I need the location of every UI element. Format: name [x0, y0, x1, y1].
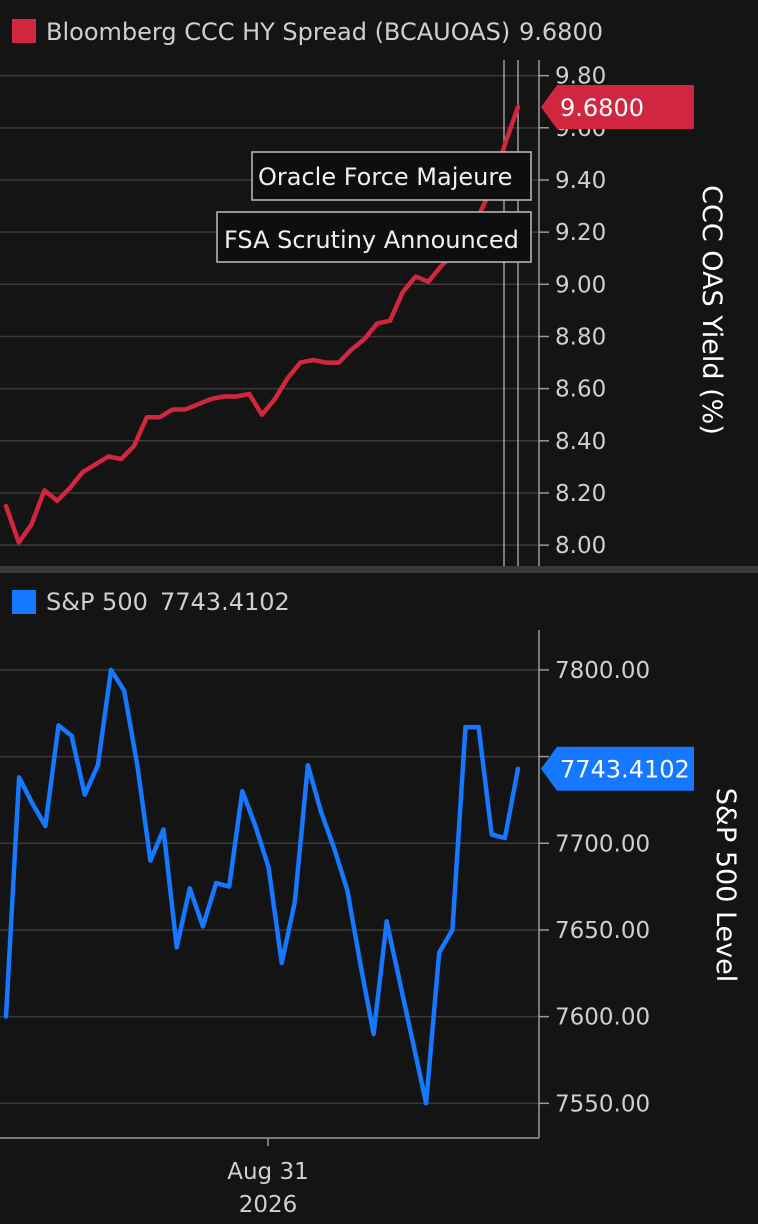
sp500-y-axis-title: S&P 500 Level	[710, 788, 741, 982]
sp500-legend-swatch	[12, 590, 36, 614]
annotation-oracle-text: Oracle Force Majeure	[258, 163, 512, 191]
annotation-fsa-text: FSA Scrutiny Announced	[224, 226, 519, 254]
ccc-legend-label: Bloomberg CCC HY Spread (BCAUOAS)	[46, 18, 510, 46]
sp500-y-tick-label: 7650.00	[555, 918, 650, 944]
x-tick-label-year: 2026	[239, 1192, 298, 1218]
annotation-oracle-box	[251, 151, 532, 201]
sp500-y-tick-label: 7600.00	[555, 1005, 650, 1031]
bottom-y-ticks: 7550.007600.007650.007700.007750.007800.…	[539, 658, 650, 1117]
ccc-y-tick-label: 9.40	[555, 168, 606, 194]
top-panel: 8.008.208.408.608.809.009.209.409.609.80…	[0, 18, 727, 566]
ccc-badge-shape	[541, 84, 694, 129]
ccc-y-tick-label: 8.80	[555, 324, 606, 350]
ccc-last-value-badge: 9.6800	[541, 84, 694, 129]
ccc-y-axis-title: CCC OAS Yield (%)	[696, 185, 727, 435]
x-tick-label-date: Aug 31	[227, 1159, 309, 1185]
ccc-y-tick-label: 8.60	[555, 377, 606, 403]
ccc-y-tick-label: 8.00	[555, 533, 606, 559]
ccc-legend-value: 9.6800	[519, 18, 603, 46]
ccc-y-tick-label: 8.40	[555, 429, 606, 455]
sp500-legend-label: S&P 500	[46, 588, 148, 616]
sp500-badge-text: 7743.4102	[560, 756, 690, 784]
sp500-line	[3, 667, 521, 1106]
sp500-y-tick-label: 7550.00	[555, 1091, 650, 1117]
annotation-oracle: Oracle Force Majeure	[251, 151, 532, 201]
bottom-panel: 7550.007600.007650.007700.007750.007800.…	[0, 588, 741, 1218]
ccc-y-tick-label: 9.20	[555, 220, 606, 246]
annotation-fsa: FSA Scrutiny Announced	[216, 211, 532, 263]
ccc-y-tick-label: 8.20	[555, 481, 606, 507]
ccc-legend-swatch	[12, 19, 36, 43]
ccc-badge-text: 9.6800	[560, 94, 644, 122]
ccc-y-tick-label: 9.00	[555, 272, 606, 298]
bottom-gridlines	[0, 669, 539, 1105]
annotation-fsa-box	[216, 211, 532, 263]
ccc-legend: Bloomberg CCC HY Spread (BCAUOAS) 9.6800	[12, 18, 603, 46]
sp500-y-tick-label: 7800.00	[555, 658, 650, 684]
top-y-ticks: 8.008.208.408.608.809.009.209.409.609.80	[539, 64, 606, 559]
ccc-spread-line	[3, 104, 521, 545]
sp500-badge-shape	[541, 746, 694, 791]
panel-separator	[0, 566, 758, 573]
sp500-legend: S&P 500 7743.4102	[12, 588, 290, 616]
top-gridlines	[0, 74, 539, 546]
sp500-y-tick-label: 7700.00	[555, 831, 650, 857]
sp500-last-value-badge: 7743.4102	[541, 746, 694, 791]
sp500-legend-value: 7743.4102	[160, 588, 290, 616]
